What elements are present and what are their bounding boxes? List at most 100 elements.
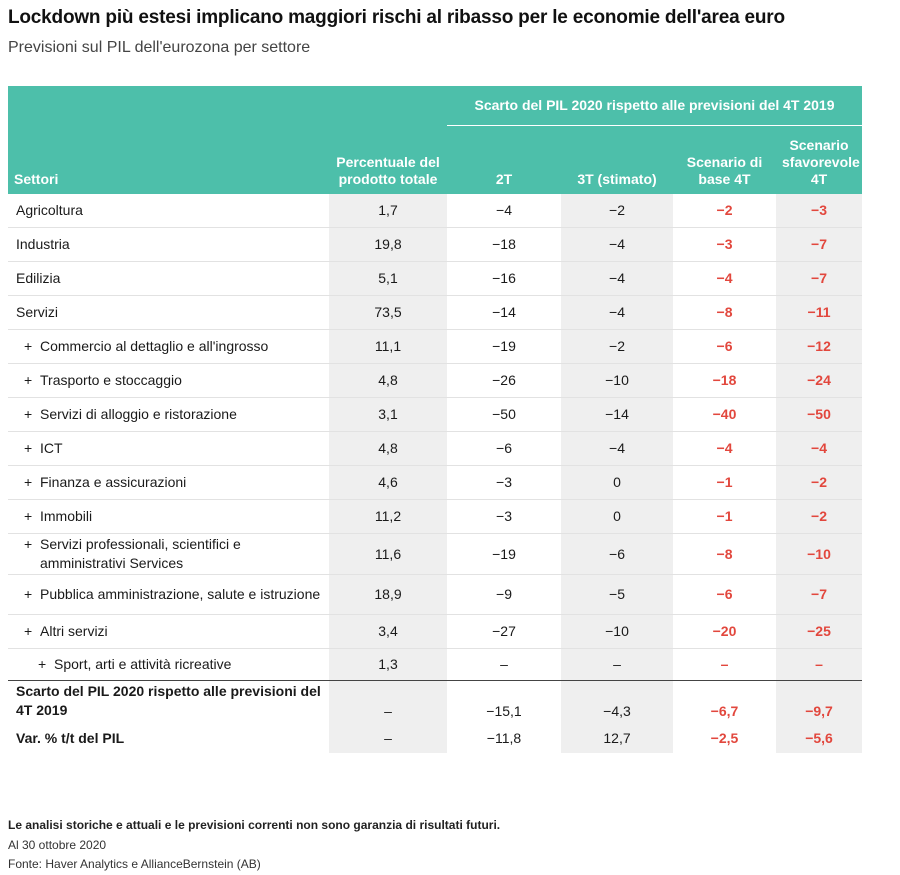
row-adverse: −24 [776,363,863,398]
table-row: + Immobili 11,2 −3 0 −1 −2 [8,499,863,534]
row-pct: 11,1 [329,329,447,364]
table-row: + Commercio al dettaglio e all'ingrosso 1… [8,329,863,364]
row-q2: −18 [447,227,561,262]
table-row: Agricoltura 1,7 −4 −2 −2 −3 [8,194,863,228]
row-adverse: −12 [776,329,863,364]
row-q3: −2 [561,194,673,228]
table-row: + Servizi professionali, scientifici e am… [8,533,863,575]
footer-date: Al 30 ottobre 2020 [8,838,107,852]
total-base: −2,5 [710,729,739,746]
row-pct: 4,8 [329,431,447,466]
row-adverse: −11 [776,295,863,330]
row-base: – [673,648,776,681]
plus-marker: + [24,372,33,388]
header-sectors: Settori [8,86,329,194]
row-adverse: −4 [776,431,863,466]
row-q3: −4 [561,261,673,296]
total-label: Var. % t/t del PIL [16,729,125,746]
row-adverse: −7 [776,261,863,296]
plus-marker: + [24,586,33,602]
table-row: + Sport, arti e attività ricreative 1,3 –… [8,648,863,681]
row-base: −8 [673,533,776,575]
total-pct: – [329,680,447,723]
row-sector: Servizi [8,295,329,330]
total-row: Var. % t/t del PIL – −11,8 12,7 −2,5 −5,… [8,723,863,753]
table-row: + Altri servizi 3,4 −27 −10 −20 −25 [8,614,863,649]
total-pct: – [329,723,447,753]
footer-source: Fonte: Haver Analytics e AllianceBernste… [8,857,261,871]
row-base: −1 [673,499,776,534]
row-sector: Trasporto e stoccaggio [40,372,182,388]
plus-marker: + [24,338,33,354]
row-q3: −10 [561,614,673,649]
row-q2: −19 [447,329,561,364]
row-adverse: −2 [776,499,863,534]
row-pct: 11,6 [329,533,447,575]
row-base: −8 [673,295,776,330]
table-row: + ICT 4,8 −6 −4 −4 −4 [8,431,863,466]
plus-marker: + [24,536,33,552]
row-sector: Sport, arti e attività ricreative [54,656,232,672]
page-subtitle: Previsioni sul PIL dell'eurozona per set… [8,39,311,56]
row-base: −2 [673,194,776,228]
row-q3: −6 [561,533,673,575]
row-q2: −9 [447,574,561,615]
row-adverse: −10 [776,533,863,575]
row-q2: −6 [447,431,561,466]
row-sector: Edilizia [8,261,329,296]
plus-marker: + [24,474,33,490]
row-q3: −5 [561,574,673,615]
row-pct: 3,1 [329,397,447,432]
table-row: Edilizia 5,1 −16 −4 −4 −7 [8,261,863,296]
row-sector: Immobili [40,508,93,524]
row-base: −4 [673,261,776,296]
row-sector: Pubblica amministrazione, salute e istru… [40,586,321,602]
row-q3: 0 [561,465,673,500]
row-sector: Commercio al dettaglio e all'ingrosso [40,338,269,354]
row-base: −18 [673,363,776,398]
total-q3: −4,3 [561,680,673,723]
row-q3: −14 [561,397,673,432]
row-sector: Finanza e assicurazioni [40,474,187,490]
row-pct: 3,4 [329,614,447,649]
row-sector: Altri servizi [40,623,108,639]
table-row: + Pubblica amministrazione, salute e istr… [8,574,863,615]
row-q2: −19 [447,533,561,575]
row-pct: 5,1 [329,261,447,296]
row-sector: ICT [40,440,63,456]
row-adverse: −7 [776,574,863,615]
plus-marker: + [24,406,33,422]
total-adverse: −9,7 [776,680,863,723]
total-q3: 12,7 [561,723,673,753]
table-row: + Finanza e assicurazioni 4,6 −3 0 −1 −2 [8,465,863,500]
table-row: + Trasporto e stoccaggio 4,8 −26 −10 −18 … [8,363,863,398]
row-q2: – [447,648,561,681]
row-pct: 18,9 [329,574,447,615]
row-q3: −4 [561,295,673,330]
plus-marker: + [38,656,47,672]
table-row: Industria 19,8 −18 −4 −3 −7 [8,227,863,262]
row-base: −40 [673,397,776,432]
row-pct: 11,2 [329,499,447,534]
total-row: Scarto del PIL 2020 rispetto alle previs… [8,680,863,723]
row-q3: −4 [561,431,673,466]
row-q2: −26 [447,363,561,398]
row-q2: −3 [447,499,561,534]
row-q3: – [561,648,673,681]
row-sector: Industria [8,227,329,262]
plus-marker: + [24,623,33,639]
plus-marker: + [24,508,33,524]
row-adverse: −7 [776,227,863,262]
plus-marker: + [24,440,33,456]
total-base: −6,7 [710,703,739,719]
row-base: −4 [673,431,776,466]
row-q2: −50 [447,397,561,432]
row-pct: 1,7 [329,194,447,228]
row-base: −1 [673,465,776,500]
row-adverse: −3 [776,194,863,228]
header-q3: 3T (stimato) [561,125,673,194]
row-sector: Agricoltura [8,194,329,228]
row-q3: −10 [561,363,673,398]
header-base: Scenario di base 4T [673,125,776,194]
row-adverse: −25 [776,614,863,649]
